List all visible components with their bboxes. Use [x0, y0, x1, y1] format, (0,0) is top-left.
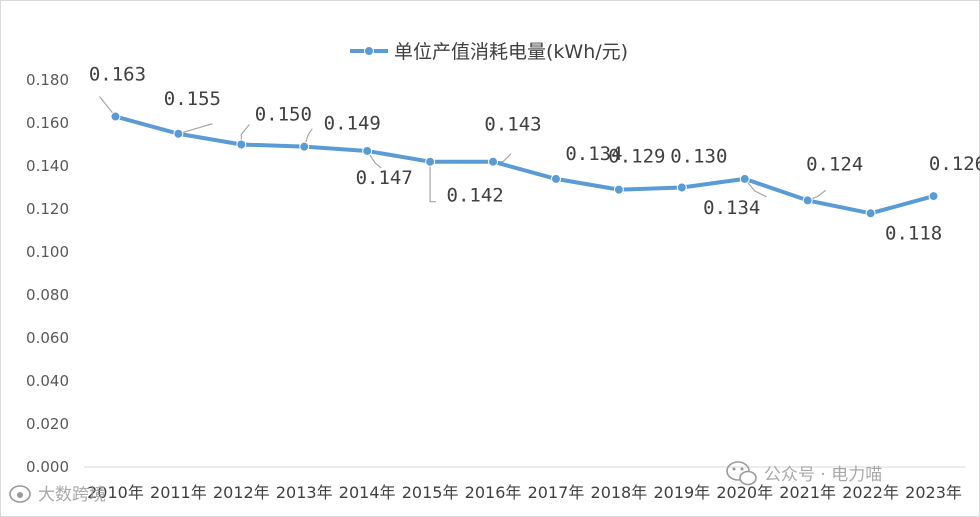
data-label: 0.130 — [670, 146, 727, 168]
data-label: 0.129 — [608, 146, 665, 168]
watermark-right-text: 公众号 · 电力喵 — [764, 465, 882, 485]
data-label: 0.134 — [565, 143, 622, 165]
x-tick-label: 2014年 — [339, 483, 396, 502]
y-tick-label: 0.080 — [26, 286, 69, 304]
data-label: 0.134 — [703, 197, 760, 219]
x-tick-label: 2012年 — [213, 483, 270, 502]
series-point — [425, 156, 436, 167]
y-axis: 0.000 0.020 0.040 0.060 0.080 0.100 0.120 0.140… — [26, 71, 69, 476]
data-label: 0.147 — [356, 167, 413, 189]
data-label: 0.150 — [255, 104, 312, 126]
series-point — [110, 111, 121, 122]
data-label-leader — [429, 161, 437, 203]
series-point — [739, 173, 750, 184]
series-point — [550, 173, 561, 184]
y-tick-label: 0.140 — [26, 157, 69, 175]
x-tick-label: 2016年 — [465, 483, 522, 502]
y-tick-label: 0.120 — [26, 200, 69, 218]
data-labels: 0.163 0.155 0.150 0.149 0.147 0.142 0.143 0.134… — [89, 64, 980, 245]
legend: 单位产值消耗电量(kWh/元) — [350, 41, 628, 63]
y-tick-label: 0.060 — [26, 329, 69, 347]
data-label-leader — [178, 123, 213, 135]
legend-marker-swatch — [364, 46, 374, 56]
data-label: 0.142 — [447, 185, 504, 207]
series-point — [865, 208, 876, 219]
series-point — [488, 156, 499, 167]
x-tick-label: 2020年 — [716, 483, 773, 502]
data-series — [110, 111, 939, 219]
x-tick-label: 2021年 — [779, 483, 836, 502]
watermark-left-text: 大数跨境 — [38, 485, 106, 505]
legend-label: 单位产值消耗电量(kWh/元) — [394, 41, 628, 63]
series-point — [173, 128, 184, 139]
y-tick-label: 0.100 — [26, 243, 69, 261]
data-label: 0.143 — [484, 114, 541, 136]
watermark-left: 大数跨境 — [9, 485, 106, 505]
x-tick-label: 2017年 — [528, 483, 585, 502]
y-tick-label: 0.040 — [26, 372, 69, 390]
x-tick-label: 2018年 — [591, 483, 648, 502]
y-tick-label: 0.000 — [26, 458, 69, 476]
x-tick-label: 2015年 — [402, 483, 459, 502]
data-label: 0.124 — [806, 153, 863, 175]
y-tick-label: 0.160 — [26, 114, 69, 132]
watermark-right: 公众号 · 电力喵 — [726, 461, 882, 486]
x-tick-label: 2013年 — [276, 483, 333, 502]
x-tick-label: 2010年 — [87, 483, 144, 502]
series-point — [928, 191, 939, 202]
x-tick-label: 2019年 — [653, 483, 710, 502]
wechat-icon — [726, 461, 757, 486]
data-label: 0.126 — [929, 153, 980, 175]
data-label: 0.118 — [885, 222, 942, 244]
series-point — [676, 182, 687, 193]
series-point — [299, 141, 310, 152]
series-line — [113, 114, 936, 216]
weibo-icon — [9, 485, 31, 503]
y-tick-label: 0.180 — [26, 71, 69, 89]
y-tick-label: 0.020 — [26, 415, 69, 433]
data-label-leader — [744, 178, 768, 198]
x-tick-label: 2011年 — [150, 483, 207, 502]
data-label: 0.155 — [164, 88, 221, 110]
series-point — [362, 145, 373, 156]
data-label: 0.149 — [324, 113, 381, 135]
series-point — [802, 195, 813, 206]
x-axis: 2010年 2011年 2012年 2013年 2014年 2015年 2016年 2017年… — [84, 466, 965, 502]
x-tick-label: 2023年 — [905, 483, 962, 502]
x-tick-label: 2022年 — [842, 483, 899, 502]
series-point — [613, 184, 624, 195]
data-label: 0.163 — [89, 64, 146, 86]
series-point — [236, 139, 247, 150]
